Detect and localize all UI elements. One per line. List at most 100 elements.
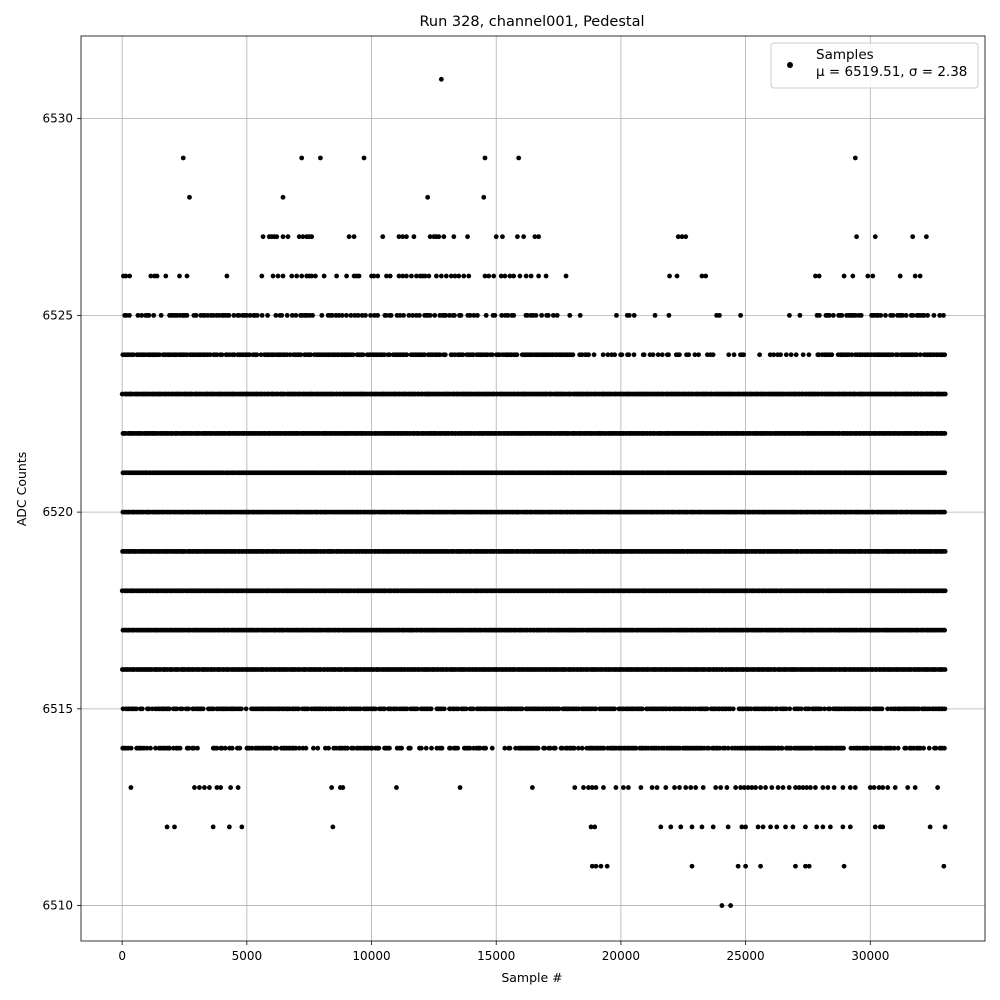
data-point — [247, 352, 253, 358]
data-point — [417, 312, 422, 318]
data-point — [387, 745, 392, 751]
data-point — [376, 745, 382, 751]
data-point — [783, 706, 789, 712]
level-6523-points — [119, 391, 948, 397]
data-point — [388, 312, 394, 318]
data-point — [298, 352, 304, 358]
data-point — [829, 352, 835, 358]
data-point — [571, 745, 577, 751]
data-point — [483, 745, 489, 751]
data-point — [774, 706, 780, 712]
data-point — [619, 352, 625, 358]
data-point — [552, 745, 558, 751]
data-point — [226, 312, 232, 318]
data-point — [787, 706, 793, 712]
data-point — [158, 312, 164, 318]
data-point — [641, 352, 647, 358]
data-point — [942, 431, 948, 436]
data-point — [942, 745, 947, 751]
data-point — [895, 352, 901, 358]
data-point — [303, 745, 309, 751]
data-point — [232, 352, 237, 358]
data-point — [406, 312, 412, 318]
data-point — [460, 352, 466, 358]
data-point — [519, 706, 525, 712]
data-point — [157, 352, 162, 358]
data-point — [200, 706, 206, 712]
data-point — [489, 745, 495, 751]
data-point — [287, 352, 293, 358]
data-point — [296, 745, 302, 751]
data-point — [387, 352, 392, 358]
level-6524-points — [120, 352, 948, 358]
data-point — [369, 745, 375, 751]
level-6516-points — [120, 667, 948, 672]
data-point — [373, 706, 378, 712]
data-point — [725, 745, 731, 751]
data-point — [329, 312, 335, 318]
level-6514-points — [120, 745, 947, 751]
data-point — [355, 312, 361, 318]
chart-title: Run 328, channel001, Pedestal — [419, 14, 644, 30]
data-point — [351, 745, 356, 751]
data-point — [305, 706, 311, 712]
data-point — [148, 745, 153, 751]
level-6521-points — [120, 470, 948, 476]
data-point — [237, 745, 243, 751]
data-point — [222, 745, 228, 751]
data-point — [383, 312, 389, 318]
data-point — [470, 352, 476, 358]
data-point — [428, 706, 434, 712]
data-point — [633, 745, 639, 751]
data-point — [363, 312, 368, 318]
data-point — [258, 352, 264, 358]
data-point — [696, 352, 701, 358]
data-points — [119, 76, 948, 908]
data-point — [779, 745, 785, 751]
data-point — [885, 706, 891, 712]
data-point — [579, 745, 585, 751]
data-point — [404, 706, 410, 712]
data-point — [545, 312, 551, 318]
data-point — [827, 706, 833, 712]
data-point — [443, 312, 449, 318]
data-point — [631, 352, 637, 358]
data-point — [296, 706, 302, 712]
data-point — [130, 352, 136, 358]
data-point — [655, 352, 661, 358]
data-point — [890, 352, 895, 358]
data-point — [547, 745, 553, 751]
data-point — [207, 352, 213, 358]
data-point — [452, 312, 457, 318]
data-point — [914, 352, 920, 358]
data-point — [273, 312, 279, 318]
data-point — [422, 352, 428, 358]
data-point — [793, 352, 799, 358]
data-point — [326, 745, 331, 751]
data-point — [265, 312, 270, 318]
data-point — [849, 352, 855, 358]
data-point — [806, 352, 812, 358]
data-point — [865, 745, 870, 751]
data-point — [586, 352, 592, 358]
data-point — [238, 706, 244, 712]
level-6525-points — [122, 312, 946, 318]
data-point — [800, 352, 806, 358]
data-point — [505, 312, 511, 318]
data-point — [560, 745, 565, 751]
data-point — [345, 745, 350, 751]
level-6522-points — [120, 431, 948, 436]
data-point — [788, 352, 794, 358]
data-point — [626, 352, 632, 358]
data-point — [139, 706, 145, 712]
level-6517-points — [120, 627, 948, 633]
data-point — [650, 352, 656, 358]
data-point — [502, 745, 508, 751]
data-point — [315, 745, 321, 751]
data-point — [441, 706, 447, 712]
data-point — [375, 312, 381, 318]
data-point — [381, 352, 387, 358]
data-point — [942, 667, 948, 672]
data-point — [767, 352, 773, 358]
